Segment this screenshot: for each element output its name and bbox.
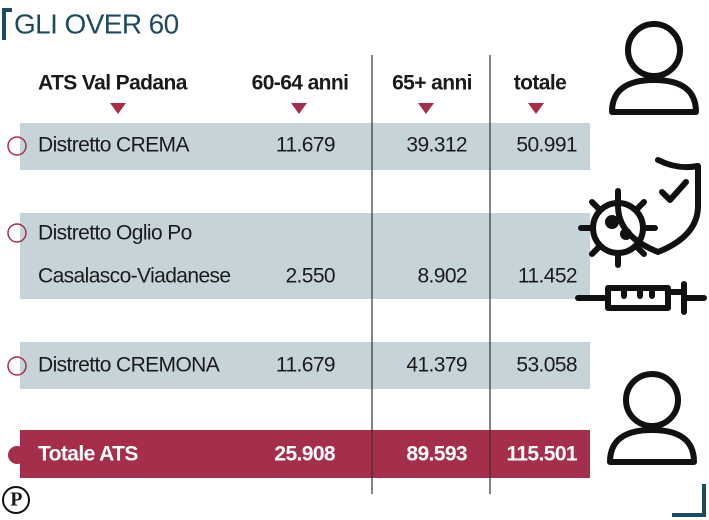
total-cell: 89.593 — [406, 443, 467, 466]
total-cell: 115.501 — [506, 443, 577, 466]
cell: 53.058 — [516, 354, 577, 377]
column-header: ATS Val Padana — [38, 72, 188, 95]
cell: 11.679 — [276, 134, 335, 157]
syringe-icon — [575, 281, 707, 315]
cell: 41.379 — [406, 354, 467, 377]
title: GLI OVER 60 — [14, 8, 179, 39]
logo-ring — [2, 486, 30, 514]
column-header: 65+ anni — [392, 72, 472, 95]
total-band — [20, 430, 590, 478]
person-icon — [607, 371, 697, 465]
header-arrows — [110, 103, 544, 114]
bullets — [7, 136, 27, 376]
row-band — [20, 213, 590, 299]
row-band — [20, 342, 590, 389]
row-label: Distretto Oglio Po — [38, 222, 192, 245]
cell: 11.452 — [518, 265, 577, 288]
cell: 11.679 — [276, 354, 335, 377]
cell: 8.902 — [417, 265, 467, 288]
virus-icon — [578, 188, 658, 268]
row-band — [20, 123, 590, 170]
title-bracket — [2, 8, 12, 40]
total-cell: 25.908 — [274, 443, 336, 466]
cell: 50.991 — [516, 134, 577, 157]
column-header: 60-64 anni — [252, 72, 349, 95]
total-label: Totale ATS — [38, 443, 138, 466]
row-label: Casalasco-Viadanese — [38, 265, 231, 288]
cell: 39.312 — [406, 134, 467, 157]
cell: 2.550 — [285, 265, 335, 288]
bullet — [8, 446, 26, 464]
corner-bracket — [672, 484, 706, 517]
column-header: totale — [514, 72, 566, 95]
row-label: Distretto CREMA — [38, 134, 189, 157]
shield-icon — [615, 157, 701, 255]
logo: P — [10, 489, 22, 511]
row-label: Distretto CREMONA — [38, 354, 220, 377]
person-icon — [609, 21, 699, 115]
